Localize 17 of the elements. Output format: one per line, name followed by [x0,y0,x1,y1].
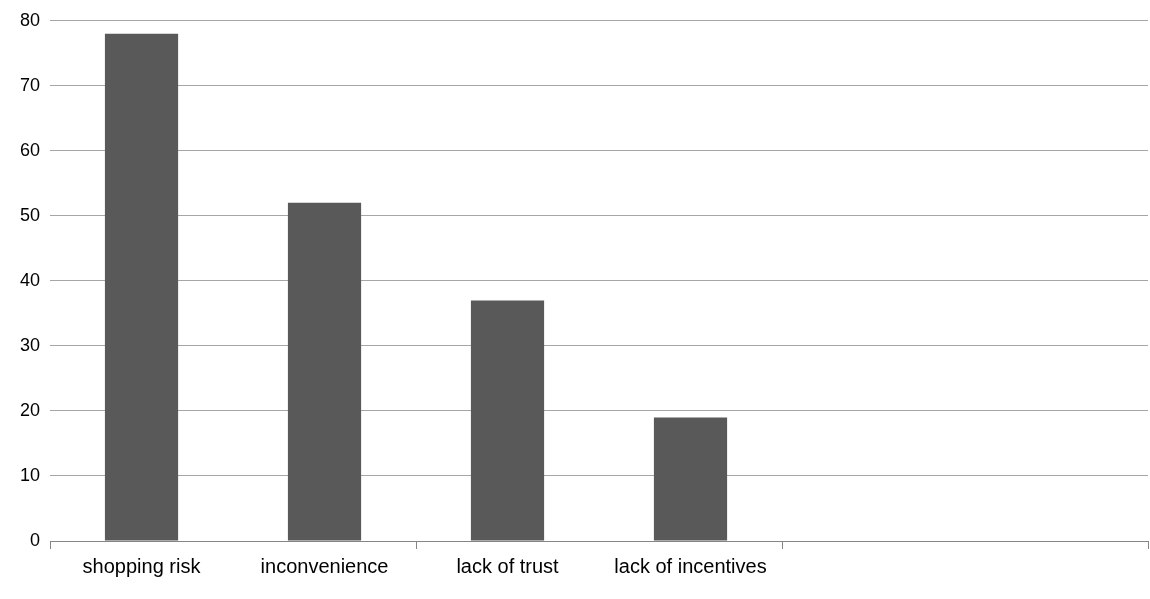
bar [653,417,728,541]
y-tick-label: 30 [19,334,41,355]
y-tick-label: 80 [19,9,41,30]
x-tick-label: inconvenience [260,554,389,577]
y-tick-label: 60 [19,139,41,160]
bar [470,300,545,541]
y-tick-label: 40 [19,269,41,290]
x-tick-label: lack of trust [456,554,560,577]
y-tick-label: 20 [19,399,41,420]
y-tick-label: 10 [19,464,41,485]
y-tick-label: 0 [30,529,41,550]
bar [287,202,362,541]
x-tick-label: lack of incentives [614,554,767,577]
x-tick-label: shopping risk [82,554,202,577]
y-tick-label: 70 [19,74,41,95]
bar [104,33,179,541]
y-tick-label: 50 [19,204,41,225]
